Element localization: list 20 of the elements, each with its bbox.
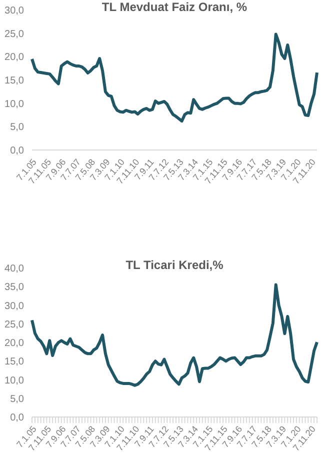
y-tick-label: 20,0	[4, 52, 24, 64]
y-tick-label: 0,0	[10, 146, 24, 157]
y-tick-label: 15,0	[4, 76, 24, 87]
line-series	[30, 283, 318, 387]
y-tick-label: 35,0	[4, 282, 24, 294]
y-tick-label: 25,0	[4, 319, 24, 330]
y-tick-label: 30,0	[4, 300, 24, 312]
y-tick-label: 10,0	[4, 98, 24, 110]
y-tick-label: 40,0	[4, 264, 24, 275]
y-tick-label: 20,0	[4, 338, 24, 350]
y-tick-label: 5,0	[10, 122, 24, 134]
y-tick-label: 30,0	[4, 6, 24, 17]
y-tick-label: 5,0	[10, 394, 24, 405]
chart-title: TL Ticari Kredi,%	[124, 258, 224, 272]
y-tick-label: 25,0	[4, 28, 24, 40]
y-tick-label: 0,0	[10, 412, 24, 424]
y-tick-label: 15,0	[4, 356, 24, 368]
chart-title: TL Mevduat Faiz Oranı, %	[100, 0, 248, 14]
y-tick-label: 10,0	[4, 375, 24, 386]
line-series	[30, 32, 318, 123]
